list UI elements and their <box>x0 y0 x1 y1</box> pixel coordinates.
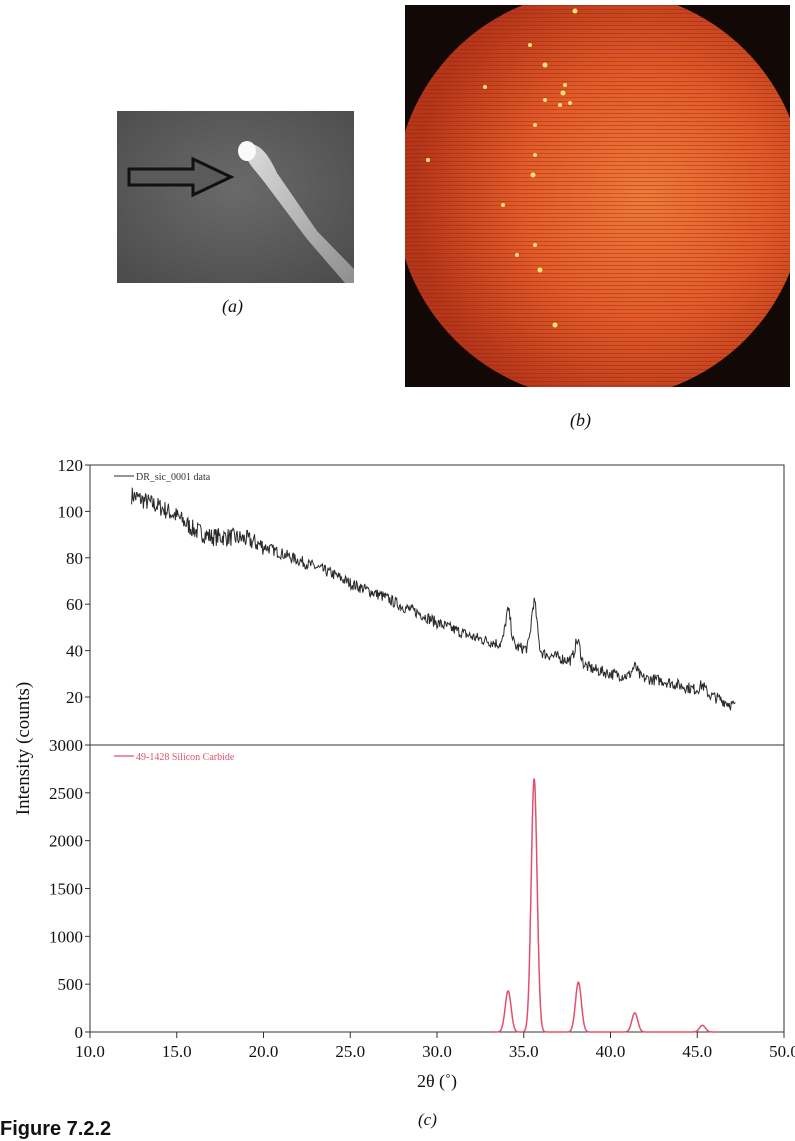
diffraction-pattern <box>405 5 790 387</box>
caption-a: (a) <box>222 296 243 317</box>
x-axis-label: 2θ (˚) <box>417 1071 457 1092</box>
x-tick-label: 30.0 <box>422 1042 452 1061</box>
legend-label-data: DR_sic_0001 data <box>136 472 211 483</box>
x-tick-label: 15.0 <box>162 1042 192 1061</box>
y-tick-label-top: 120 <box>58 456 84 475</box>
y-tick-label-bottom: 0 <box>75 1023 84 1042</box>
y-tick-label-bottom: 1000 <box>49 927 83 946</box>
x-tick-label: 25.0 <box>335 1042 365 1061</box>
x-tick-label: 35.0 <box>509 1042 539 1061</box>
crystal-photo-image <box>117 111 354 283</box>
figure-label: Figure 7.2.2 <box>0 1118 111 1141</box>
reference-series-line <box>493 779 718 1033</box>
crystal-shape <box>238 141 256 161</box>
y-tick-label-bottom: 500 <box>58 975 84 994</box>
x-tick-label: 45.0 <box>682 1042 712 1061</box>
x-tick-label: 50.0 <box>769 1042 795 1061</box>
plot-frame <box>90 465 784 1032</box>
y-tick-label-bottom: 1500 <box>49 880 83 899</box>
legend-label-reference: 49-1428 Silicon Carbide <box>136 752 235 763</box>
x-tick-label: 20.0 <box>249 1042 279 1061</box>
y-tick-label-bottom: 3000 <box>49 736 83 755</box>
y-tick-label-bottom: 2500 <box>49 784 83 803</box>
y-tick-label-top: 60 <box>66 595 83 614</box>
y-axis-label: Intensity (counts) <box>13 682 34 816</box>
caption-b: (b) <box>570 410 591 431</box>
caption-c: (c) <box>418 1110 437 1130</box>
x-tick-label: 40.0 <box>596 1042 626 1061</box>
x-tick-label: 10.0 <box>75 1042 105 1061</box>
y-tick-label-bottom: 2000 <box>49 832 83 851</box>
crystal-photo <box>117 111 354 283</box>
data-series-line <box>132 488 736 710</box>
y-tick-label-top: 20 <box>66 688 83 707</box>
diffraction-pattern-image <box>405 5 790 387</box>
xrd-chart: 20 40 60 80 100 120 DR_sic_0001 data 0 500 1000 15… <box>0 450 795 1125</box>
y-tick-label-top: 100 <box>58 502 84 521</box>
y-tick-label-top: 40 <box>66 642 83 661</box>
y-tick-label-top: 80 <box>66 549 83 568</box>
